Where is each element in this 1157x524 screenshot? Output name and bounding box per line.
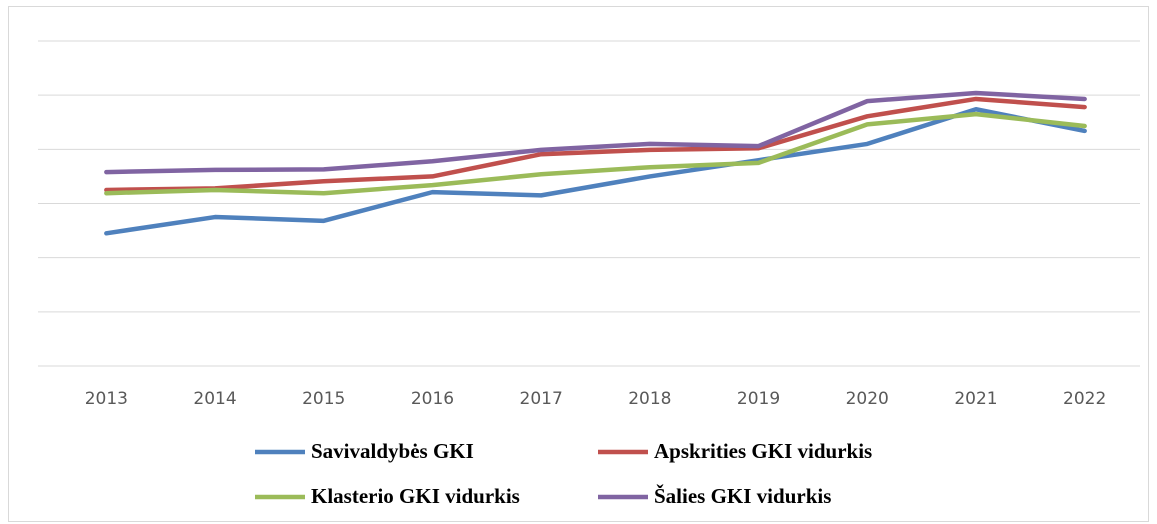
legend-label: Klasterio GKI vidurkis [311,484,520,508]
legend-label: Apskrities GKI vidurkis [654,439,872,463]
x-tick-label: 2014 [193,389,236,409]
chart-border [8,6,1149,522]
x-tick-label: 2020 [846,389,889,409]
legend-label: Savivaldybės GKI [311,439,474,463]
x-tick-label: 2022 [1063,389,1106,409]
x-tick-label: 2013 [85,389,128,409]
x-tick-label: 2016 [411,389,454,409]
series-line [104,90,1087,175]
x-tick-label: 2018 [628,389,671,409]
x-tick-label: 2017 [520,389,563,409]
x-tick-label: 2015 [302,389,345,409]
x-tick-label: 2019 [737,389,780,409]
legend-label: Šalies GKI vidurkis [654,484,831,508]
series-line [104,111,1087,196]
series-line [104,107,1087,236]
x-tick-label: 2021 [954,389,997,409]
series-line [104,96,1087,193]
